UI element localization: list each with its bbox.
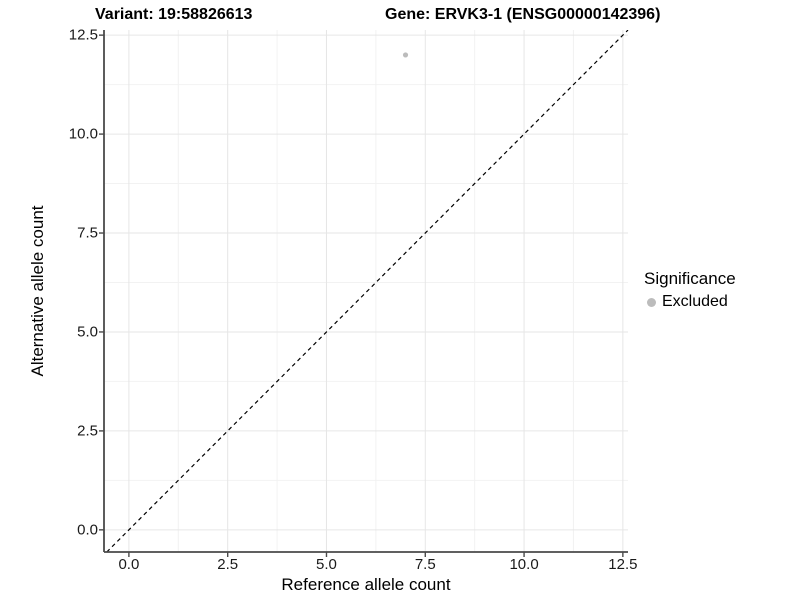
legend-key: [642, 293, 660, 311]
variant-title: Variant: 19:58826613: [95, 6, 253, 23]
x-tick-label: 7.5: [414, 556, 436, 573]
y-tick-label: 0.0: [77, 521, 98, 539]
plot-panel: [99, 30, 629, 557]
gene-title: Gene: ERVK3-1 (ENSG00000142396): [385, 6, 661, 23]
y-tick-label: 2.5: [77, 422, 98, 440]
data-point: [402, 52, 409, 58]
identity-reference-line: [106, 30, 629, 553]
x-tick-label: 12.5: [608, 556, 638, 573]
x-tick-label: 0.0: [118, 556, 140, 573]
y-tick-label: 12.5: [68, 26, 98, 44]
legend-item-excluded: Excluded: [644, 293, 736, 311]
x-tick-label: 2.5: [217, 556, 239, 573]
legend-item-label: Excluded: [662, 293, 728, 310]
y-tick-label: 5.0: [77, 323, 98, 341]
y-axis-title: Alternative allele count: [28, 205, 47, 377]
legend-point-icon: [646, 297, 656, 307]
x-tick-label: 10.0: [509, 556, 539, 573]
y-tick-label: 10.0: [68, 125, 98, 143]
x-tick-label: 5.0: [316, 556, 337, 573]
y-tick-label: 7.5: [77, 224, 98, 242]
x-axis-title: Reference allele count: [281, 575, 451, 594]
legend: Significance Excluded: [644, 269, 736, 311]
legend-title: Significance: [644, 269, 736, 288]
